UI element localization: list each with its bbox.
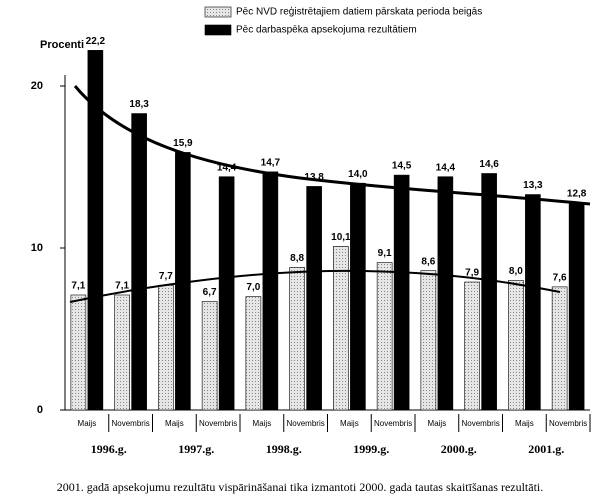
group-label: 1997.g. [178, 442, 214, 456]
bar [70, 294, 87, 411]
bar [464, 281, 480, 411]
bar [114, 294, 130, 411]
value-label: 7,0 [246, 282, 260, 293]
bar [306, 186, 322, 411]
bar [481, 173, 497, 411]
value-label: 7,6 [553, 273, 567, 284]
x-tick-label: Novembris [287, 419, 325, 428]
y-axis-label: Procenti [40, 39, 84, 51]
x-tick-label: Maijs [515, 419, 534, 428]
value-label: 10,1 [331, 232, 351, 243]
value-label: 8,8 [290, 253, 304, 264]
bar [245, 296, 262, 411]
bar [568, 202, 585, 411]
bar [508, 280, 524, 411]
bar [289, 267, 305, 411]
value-label: 7,1 [71, 281, 85, 292]
bar [393, 174, 410, 411]
bar [525, 194, 541, 411]
group-label: 1999.g. [353, 442, 389, 456]
value-label: 7,9 [465, 268, 479, 279]
x-tick-label: Maijs [165, 419, 184, 428]
value-label: 14,6 [479, 159, 499, 170]
value-label: 15,9 [173, 138, 193, 149]
x-tick-label: Maijs [78, 419, 97, 428]
value-label: 12,8 [567, 188, 587, 199]
value-label: 22,2 [86, 36, 106, 47]
x-tick-label: Novembris [374, 419, 412, 428]
legend-swatch [204, 24, 232, 36]
bar [420, 270, 437, 411]
bar [333, 246, 349, 411]
legend-swatch [204, 6, 232, 18]
x-tick-label: Novembris [549, 419, 587, 428]
value-label: 9,1 [378, 248, 392, 259]
value-label: 18,3 [129, 99, 149, 110]
y-tick-label: 10 [31, 242, 43, 254]
value-label: 8,6 [421, 256, 435, 267]
bar [376, 262, 393, 411]
bar [262, 171, 279, 411]
value-label: 14,0 [348, 169, 368, 180]
value-label: 14,5 [392, 161, 412, 172]
bar [437, 176, 454, 411]
bar [201, 301, 218, 411]
value-label: 13,8 [304, 172, 324, 183]
value-label: 14,7 [261, 158, 281, 169]
x-tick-label: Maijs [253, 419, 272, 428]
legend-label: Pēc darbaspēka apsekojuma rezultātiem [236, 25, 417, 36]
group-label: 1996.g. [91, 442, 127, 456]
bar [87, 50, 104, 411]
y-tick-label: 20 [31, 80, 43, 92]
value-label: 7,1 [115, 281, 129, 292]
legend-label: Pēc NVD reģistrētajiem datiem pārskata p… [236, 5, 482, 18]
y-tick-label: 0 [37, 404, 43, 416]
x-tick-label: Novembris [112, 419, 150, 428]
x-tick-label: Maijs [340, 419, 359, 428]
value-label: 14,4 [436, 162, 456, 173]
bar [158, 284, 174, 411]
x-tick-label: Novembris [462, 419, 500, 428]
value-label: 8,0 [509, 266, 523, 277]
trend-line [69, 269, 561, 303]
value-label: 13,3 [523, 180, 543, 191]
bar [131, 113, 147, 411]
plot: 0 10 20 Maijs 7,1 22,2 Novembris 7,1 18,3 Maijs 7,… [31, 5, 591, 456]
x-tick-label: Maijs [428, 419, 447, 428]
trend-line [73, 85, 591, 206]
x-tick-label: Novembris [199, 419, 237, 428]
group-label: 2000.g. [441, 442, 477, 456]
group-label: 1998.g. [266, 442, 302, 456]
bar [350, 182, 366, 411]
footnote: 2001. gadā apsekojumu rezultātu vispārin… [57, 480, 544, 494]
bar [551, 286, 568, 411]
value-label: 7,7 [159, 271, 173, 282]
bar [218, 176, 235, 411]
value-label: 6,7 [203, 287, 217, 298]
group-label: 2001.g. [528, 442, 564, 456]
value-label: 14,4 [217, 162, 237, 173]
